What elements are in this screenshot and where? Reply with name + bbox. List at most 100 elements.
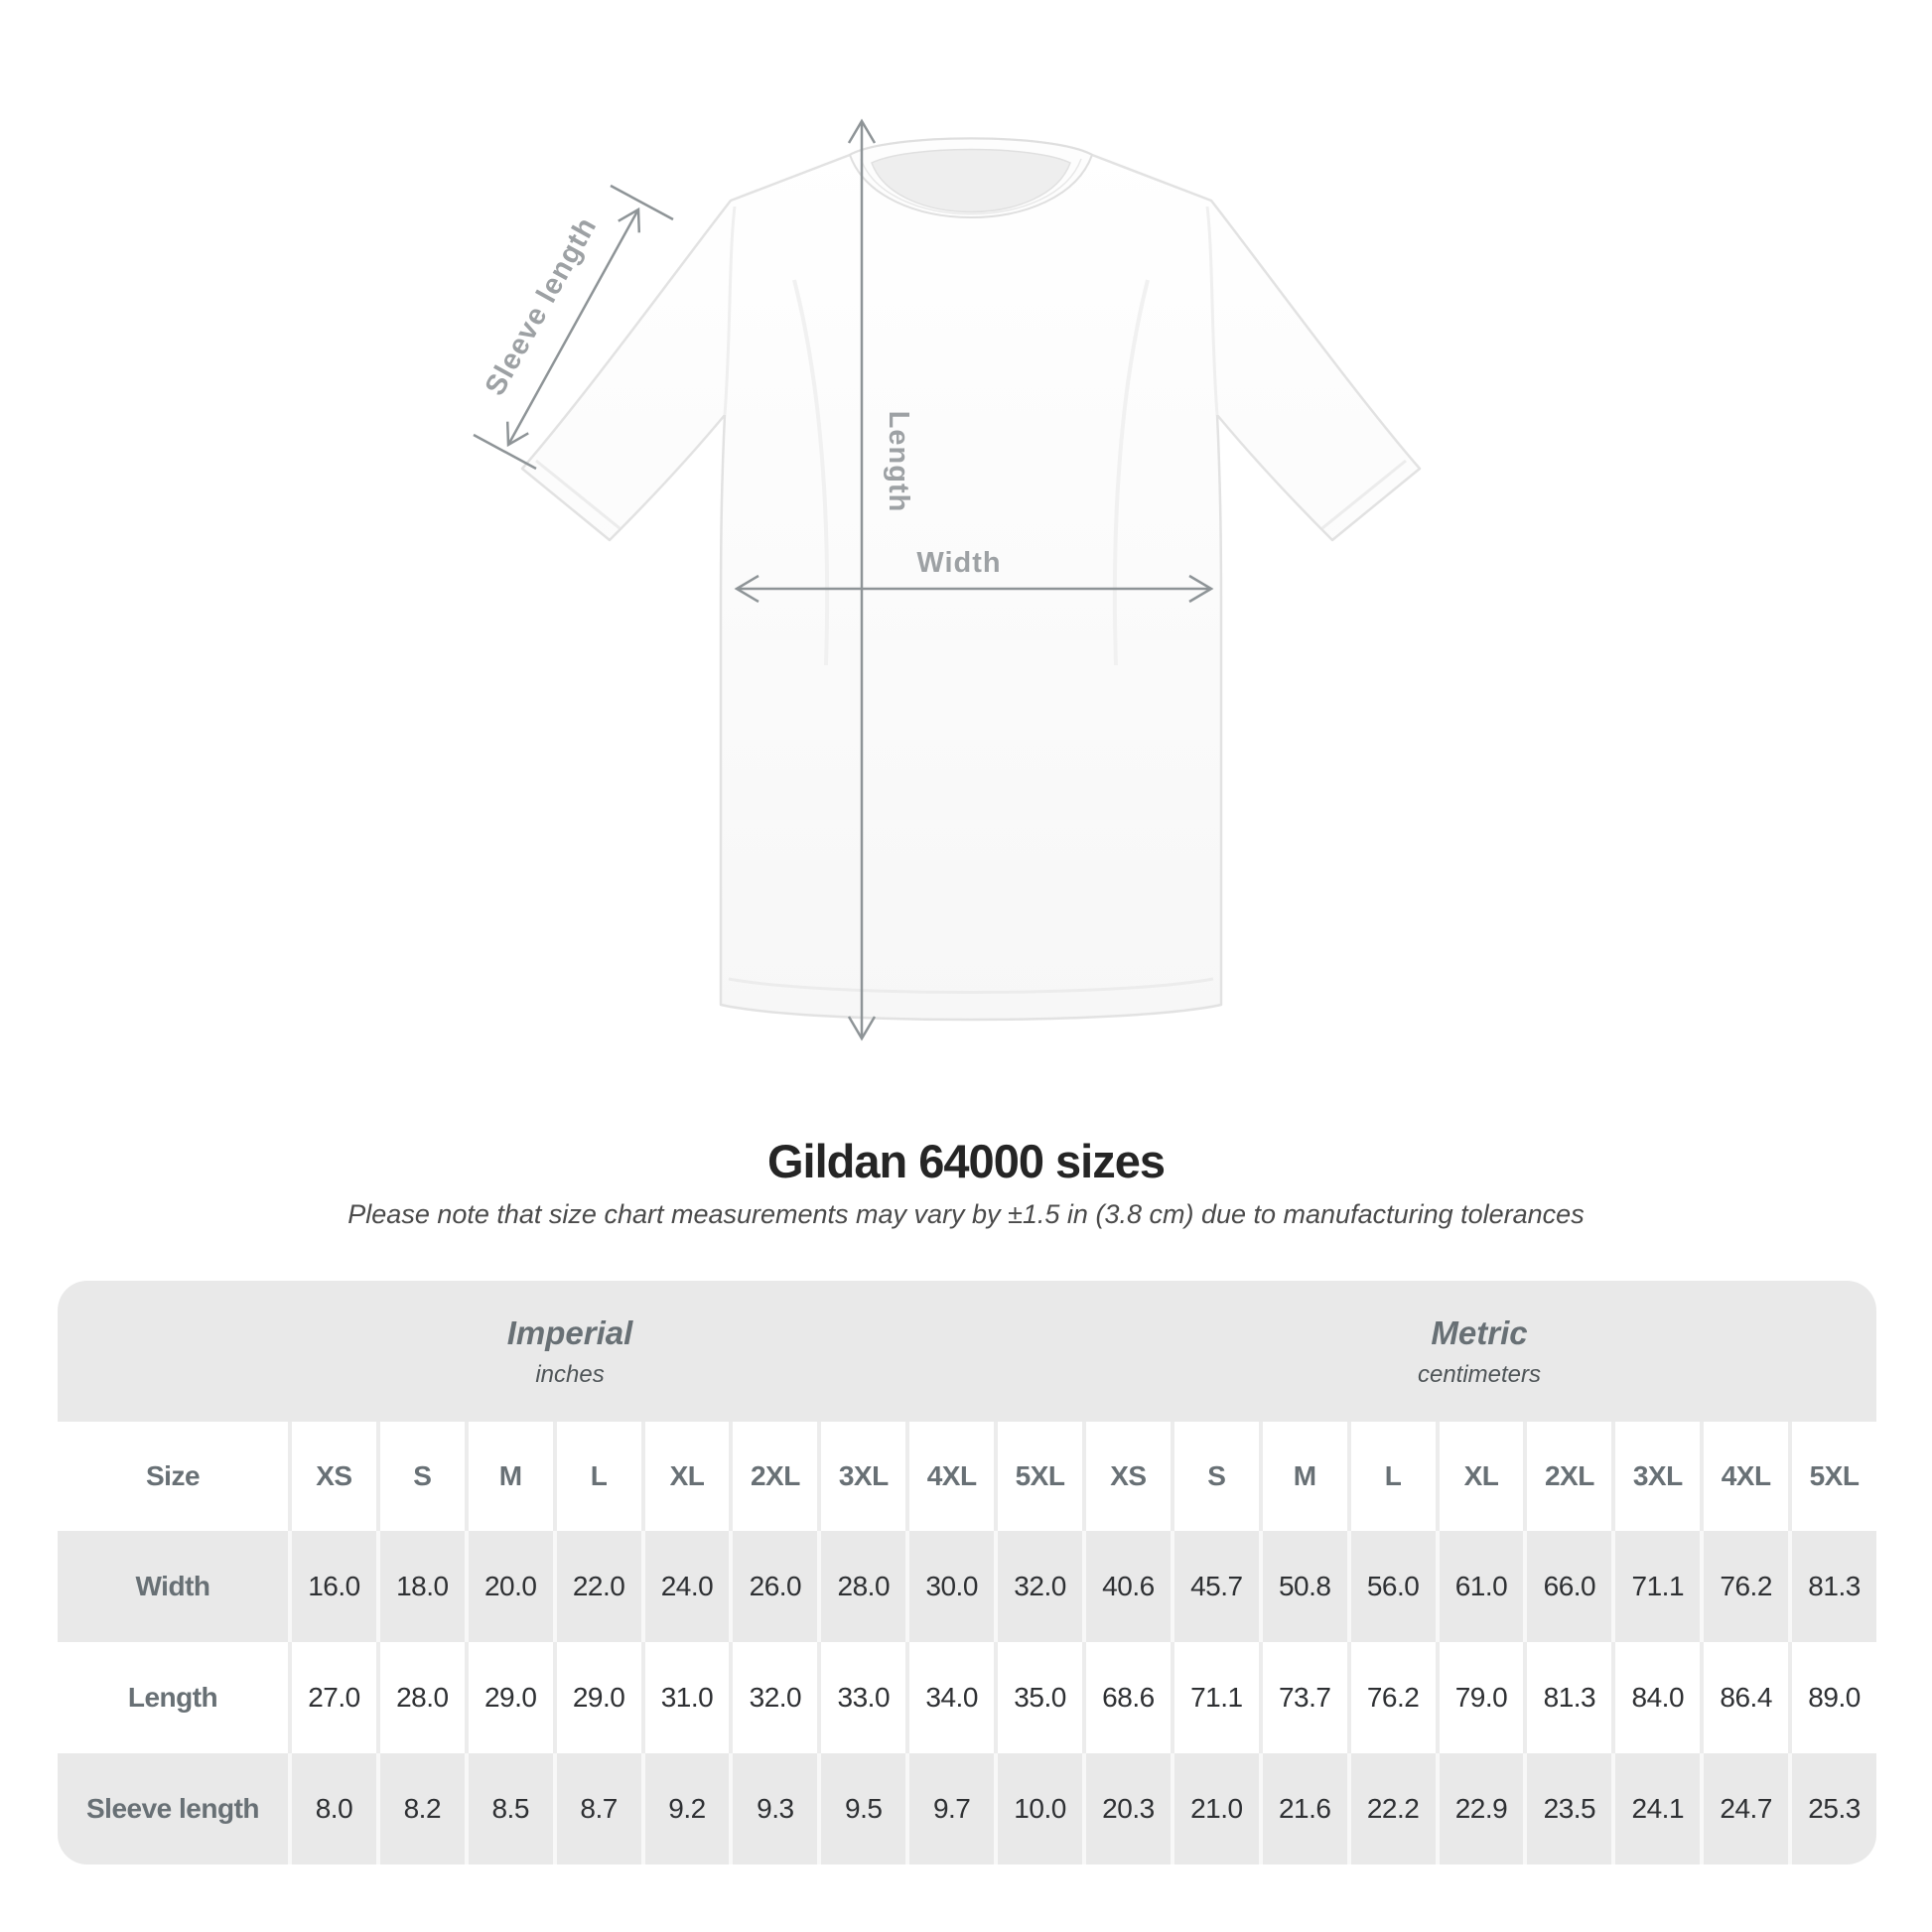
fabric-fold (1112, 279, 1150, 666)
sleeve-length-cell: 24.1 (1611, 1753, 1701, 1864)
bottom-hem-stitch (728, 977, 1214, 994)
sleeve-length-cell: 8.7 (552, 1753, 641, 1864)
sleeve-length-cell: 9.3 (729, 1753, 818, 1864)
size-header-cell: S (1170, 1422, 1259, 1531)
length-cell: 33.0 (817, 1642, 906, 1753)
length-label: Length (883, 411, 914, 513)
length-cell: 28.0 (375, 1642, 465, 1753)
sleeve-length-cell: 21.0 (1170, 1753, 1259, 1864)
sleeve-length-cell: 8.0 (288, 1753, 376, 1864)
width-cell: 30.0 (905, 1531, 995, 1642)
length-cell: 29.0 (552, 1642, 641, 1753)
size-header-cell: 4XL (905, 1422, 995, 1531)
size-header-cell: 5XL (1788, 1422, 1876, 1531)
size-grid: Size XS S M L XL 2XL 3XL 4XL 5XL XS S M L XL 2XL 3XL 4XL 5… (58, 1422, 1876, 1864)
size-header-cell: M (1258, 1422, 1347, 1531)
length-cell: 86.4 (1700, 1642, 1789, 1753)
imperial-unit: inches (535, 1360, 605, 1388)
length-cell: 81.3 (1523, 1642, 1612, 1753)
sleeve-length-cell: 23.5 (1523, 1753, 1612, 1864)
width-cell: 20.0 (464, 1531, 553, 1642)
length-cell: 29.0 (464, 1642, 553, 1753)
tshirt-outline (520, 137, 1422, 1022)
right-sleeve-hem-stitch (1321, 459, 1407, 530)
width-cell: 18.0 (375, 1531, 465, 1642)
sleeve-length-cell: 9.2 (640, 1753, 730, 1864)
fabric-fold (792, 279, 830, 666)
sleeve-length-label: Sleeve length (58, 1753, 288, 1864)
left-armhole-seam (723, 206, 737, 416)
size-header-cell: 4XL (1700, 1422, 1789, 1531)
size-header-cell: XS (288, 1422, 376, 1531)
collar-opening (871, 148, 1071, 213)
tshirt-diagram: Sleeve length Length Width (473, 118, 1422, 1041)
width-label: Width (916, 547, 1001, 579)
width-cell: 24.0 (640, 1531, 730, 1642)
sleeve-length-arrow (473, 184, 674, 471)
sleeve-length-cell: 21.6 (1258, 1753, 1347, 1864)
length-cell: 84.0 (1611, 1642, 1701, 1753)
width-cell: 22.0 (552, 1531, 641, 1642)
sleeve-length-cell: 9.5 (817, 1753, 906, 1864)
unit-group-metric: Metric centimeters (1082, 1281, 1876, 1422)
length-cell: 34.0 (905, 1642, 995, 1753)
length-cell: 76.2 (1346, 1642, 1436, 1753)
size-header-cell: L (552, 1422, 641, 1531)
width-cell: 40.6 (1081, 1531, 1171, 1642)
length-cell: 89.0 (1788, 1642, 1876, 1753)
size-header-label: Size (58, 1422, 288, 1531)
width-cell: 16.0 (288, 1531, 376, 1642)
length-label: Length (58, 1642, 288, 1753)
sleeve-length-cell: 24.7 (1700, 1753, 1789, 1864)
width-cell: 26.0 (729, 1531, 818, 1642)
size-header-cell: L (1346, 1422, 1436, 1531)
size-header-cell: XL (640, 1422, 730, 1531)
length-cell: 79.0 (1435, 1642, 1524, 1753)
width-cell: 76.2 (1700, 1531, 1789, 1642)
width-cell: 71.1 (1611, 1531, 1701, 1642)
sleeve-length-cell: 10.0 (994, 1753, 1082, 1864)
metric-label: Metric (1431, 1313, 1528, 1351)
sleeve-length-cell: 22.2 (1346, 1753, 1436, 1864)
width-cell: 32.0 (994, 1531, 1082, 1642)
collar-stitch (860, 158, 1082, 215)
length-cell: 68.6 (1081, 1642, 1171, 1753)
sleeve-length-cell: 25.3 (1788, 1753, 1876, 1864)
tshirt-illustration (520, 137, 1422, 1022)
length-arrow (847, 118, 877, 1041)
width-cell: 50.8 (1258, 1531, 1347, 1642)
width-cell: 45.7 (1170, 1531, 1259, 1642)
page-subtitle: Please note that size chart measurements… (347, 1199, 1585, 1229)
size-header-cell: XL (1435, 1422, 1524, 1531)
width-label: Width (58, 1531, 288, 1642)
width-cell: 56.0 (1346, 1531, 1436, 1642)
sleeve-length-cell: 20.3 (1081, 1753, 1171, 1864)
width-cell: 61.0 (1435, 1531, 1524, 1642)
size-header-cell: 2XL (1523, 1422, 1612, 1531)
metric-unit: centimeters (1417, 1360, 1542, 1388)
size-header-cell: 3XL (817, 1422, 906, 1531)
width-cell: 66.0 (1523, 1531, 1612, 1642)
measurement-arrows (473, 118, 1214, 1041)
length-cell: 73.7 (1258, 1642, 1347, 1753)
sleeve-length-cell: 22.9 (1435, 1753, 1524, 1864)
unit-group-imperial: Imperial inches (58, 1281, 1082, 1422)
width-cell: 81.3 (1788, 1531, 1876, 1642)
size-header-cell: 3XL (1611, 1422, 1701, 1531)
size-header-cell: 2XL (729, 1422, 818, 1531)
left-sleeve-hem-stitch (535, 459, 621, 530)
sleeve-length-cell: 9.7 (905, 1753, 995, 1864)
size-header-cell: 5XL (994, 1422, 1082, 1531)
width-cell: 28.0 (817, 1531, 906, 1642)
imperial-label: Imperial (506, 1313, 633, 1351)
page-title: Gildan 64000 sizes (766, 1135, 1166, 1187)
length-cell: 71.1 (1170, 1642, 1259, 1753)
length-cell: 31.0 (640, 1642, 730, 1753)
length-cell: 32.0 (729, 1642, 818, 1753)
width-arrow (734, 574, 1214, 604)
right-armhole-seam (1205, 206, 1219, 416)
length-cell: 27.0 (288, 1642, 376, 1753)
length-cell: 35.0 (994, 1642, 1082, 1753)
sleeve-length-cell: 8.2 (375, 1753, 465, 1864)
